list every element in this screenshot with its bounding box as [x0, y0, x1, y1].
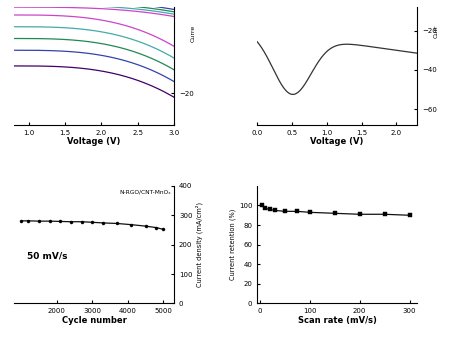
Y-axis label: Current density (mA/cm²): Current density (mA/cm²) [195, 202, 203, 287]
Text: N-RGO/CNT-MnOₓ: N-RGO/CNT-MnOₓ [119, 190, 171, 195]
X-axis label: Voltage (V): Voltage (V) [67, 137, 121, 146]
Text: 50 mV/s: 50 mV/s [27, 252, 67, 261]
X-axis label: Cycle number: Cycle number [62, 316, 127, 325]
Y-axis label: Current retention (%): Current retention (%) [229, 209, 236, 280]
Text: Curr: Curr [434, 25, 439, 38]
X-axis label: Scan rate (mV/s): Scan rate (mV/s) [298, 316, 377, 325]
X-axis label: Voltage (V): Voltage (V) [310, 137, 364, 146]
Text: Curre: Curre [191, 25, 196, 42]
